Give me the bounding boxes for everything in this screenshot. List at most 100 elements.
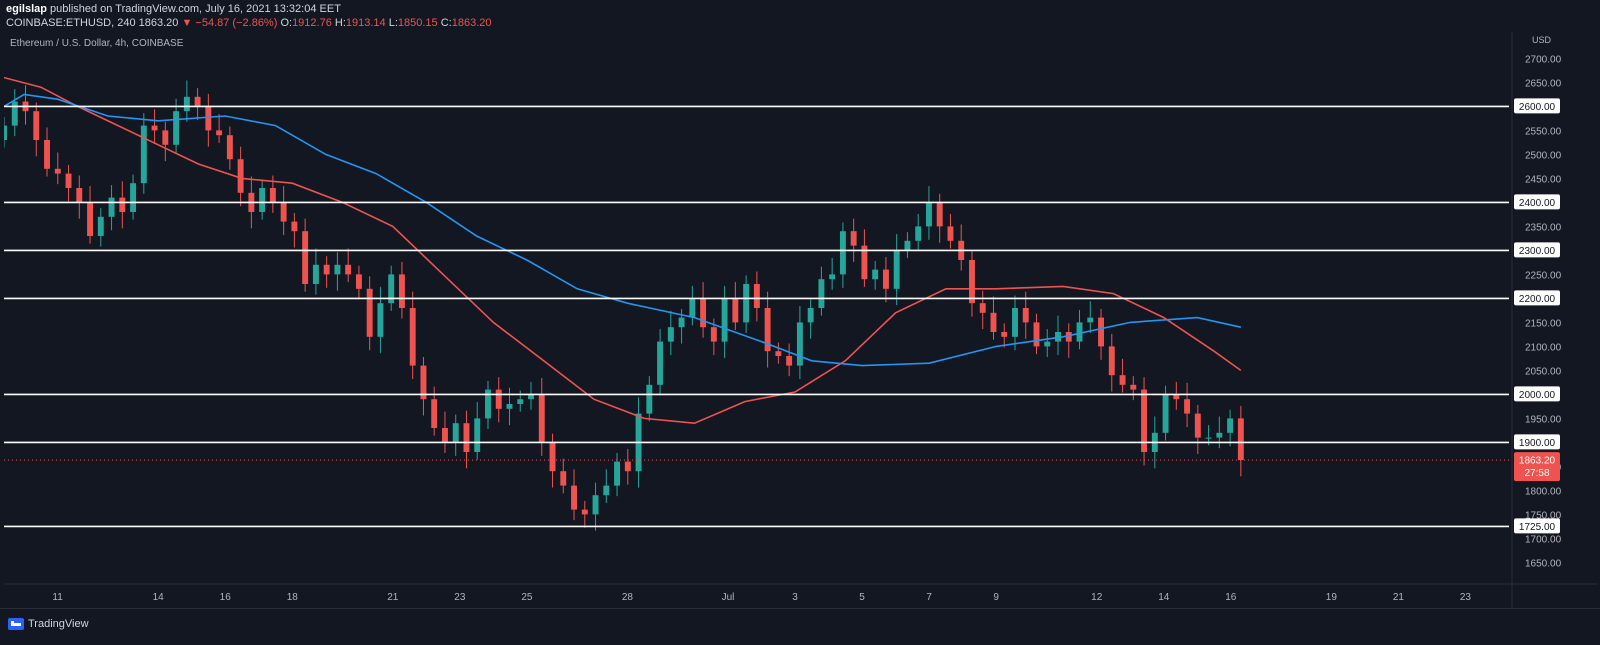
- candle-body: [904, 240, 911, 251]
- candle-body: [216, 130, 223, 136]
- published-text: published on TradingView.com, July 16, 2…: [50, 3, 341, 15]
- candle-body: [1184, 399, 1191, 414]
- candle-body: [33, 111, 40, 140]
- candle-body: [474, 418, 481, 452]
- x-tick-label: 23: [1460, 592, 1472, 603]
- candle-body: [1227, 418, 1234, 433]
- publish-info: egilslap published on TradingView.com, J…: [6, 3, 341, 15]
- x-tick-label: 14: [1158, 592, 1170, 603]
- x-tick-label: 11: [52, 592, 63, 603]
- candle-body: [506, 404, 513, 409]
- low-label: L:: [388, 17, 398, 29]
- candle-body: [581, 509, 588, 515]
- candle-body: [323, 264, 330, 275]
- chart-area[interactable]: Ethereum / U.S. Dollar, 4h, COINBASE USD 1…: [1, 32, 1600, 608]
- candle-body: [592, 495, 599, 515]
- candle-body: [1012, 308, 1018, 337]
- candle-body: [1119, 375, 1126, 385]
- candle-body: [312, 264, 319, 284]
- x-tick-label: 7: [926, 592, 932, 603]
- y-tick-label: 2350.00: [1525, 222, 1562, 233]
- candle-body: [571, 485, 577, 510]
- candle-body: [775, 351, 782, 356]
- y-tick-label: 1950.00: [1525, 414, 1562, 425]
- y-tick-label: 2100.00: [1525, 342, 1562, 353]
- candle-body: [237, 159, 244, 193]
- candle-body: [44, 140, 50, 169]
- candle-body: [1205, 437, 1212, 439]
- price-axis-background: [1512, 32, 1600, 584]
- x-tick-label: 12: [1091, 592, 1103, 603]
- candle-body: [97, 216, 104, 236]
- tradingview-logo-icon: [8, 618, 24, 630]
- candle-body: [872, 269, 879, 280]
- open-value: 1912.76: [292, 17, 332, 29]
- candle-body: [560, 471, 567, 486]
- brand-label: TradingView: [28, 618, 89, 630]
- y-tick-label: 2050.00: [1525, 366, 1562, 377]
- candle-body: [269, 188, 276, 203]
- candle-body: [334, 264, 341, 275]
- y-tick-label: 1650.00: [1525, 558, 1562, 569]
- level-price-label: 1725.00: [1519, 522, 1556, 533]
- x-tick-label: 21: [1393, 592, 1405, 603]
- candle-body: [936, 202, 943, 227]
- tradingview-brand[interactable]: TradingView: [8, 618, 89, 630]
- candle-body: [485, 389, 491, 419]
- candle-body: [355, 274, 362, 289]
- candle-body: [259, 188, 266, 212]
- candle-body: [603, 485, 610, 496]
- candle-body: [549, 442, 556, 472]
- candle-body: [700, 298, 707, 328]
- candle-body: [807, 308, 814, 323]
- publisher-name[interactable]: egilslap: [6, 3, 47, 15]
- candle-body: [839, 231, 846, 275]
- level-price-tag: [1514, 386, 1560, 402]
- level-price-tag: [1514, 98, 1560, 114]
- candle-body: [721, 298, 728, 342]
- candle-body: [366, 288, 373, 337]
- candle-body: [409, 308, 416, 366]
- candle-body: [657, 341, 664, 385]
- candle-body: [87, 202, 93, 236]
- x-tick-label: 23: [454, 592, 466, 603]
- currency-label: USD: [1532, 35, 1552, 45]
- level-price-tag: [1514, 290, 1560, 306]
- candle-body: [796, 322, 803, 366]
- candle-body: [689, 298, 696, 318]
- candle-body: [947, 226, 954, 241]
- candle-body: [1087, 317, 1094, 323]
- candle-body: [1108, 346, 1115, 376]
- y-tick-label: 2150.00: [1525, 318, 1562, 329]
- candle-body: [1216, 432, 1223, 438]
- candle-body: [162, 130, 169, 145]
- candle-body: [990, 312, 997, 332]
- candle-body: [882, 269, 889, 289]
- y-tick-label: 1750.00: [1525, 510, 1562, 521]
- candle-body: [1033, 322, 1040, 347]
- x-tick-label: 25: [521, 592, 533, 603]
- candle-body: [710, 327, 717, 342]
- level-price-tag: [1514, 242, 1560, 258]
- candle-body: [1065, 332, 1072, 342]
- candle-body: [528, 394, 534, 400]
- candle-body: [183, 96, 190, 112]
- candle-body: [431, 399, 438, 428]
- x-tick-label: 3: [792, 592, 798, 603]
- candle-body: [345, 264, 352, 275]
- candle-body: [646, 384, 653, 414]
- high-value: 1913.14: [345, 17, 386, 29]
- price-chart[interactable]: Ethereum / U.S. Dollar, 4h, COINBASE USD 1…: [1, 32, 1600, 608]
- candle-body: [130, 183, 137, 212]
- candle-body: [54, 168, 61, 174]
- ohlc-legend: COINBASE:ETHUSD, 240 1863.20 ▼ −54.87 (−…: [6, 17, 492, 29]
- candle-body: [420, 365, 427, 400]
- countdown-label: 27:58: [1524, 468, 1549, 479]
- symbol-label: COINBASE:ETHUSD, 240: [6, 17, 136, 29]
- candle-body: [76, 188, 83, 203]
- slow-moving-average-line: [3, 93, 1241, 367]
- y-tick-label: 2700.00: [1525, 54, 1562, 65]
- candle-body: [1098, 317, 1104, 347]
- candle-body: [151, 125, 158, 131]
- x-tick-label: 21: [387, 592, 399, 603]
